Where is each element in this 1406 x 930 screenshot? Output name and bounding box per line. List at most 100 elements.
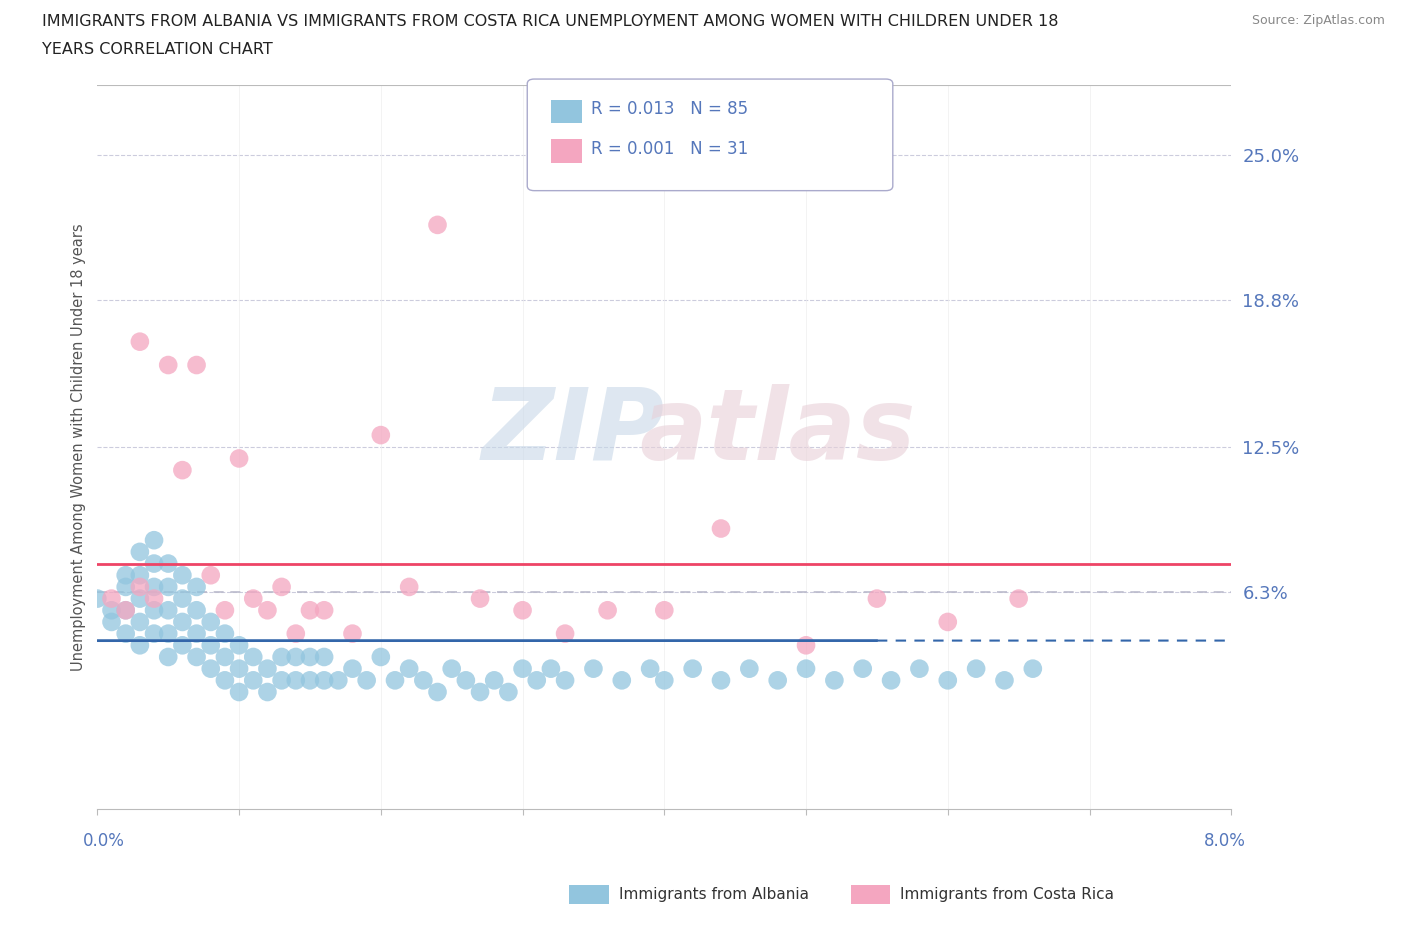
Point bbox=[710, 521, 733, 536]
Point bbox=[186, 603, 208, 618]
Point bbox=[86, 591, 108, 606]
Point bbox=[398, 661, 420, 676]
Point bbox=[426, 684, 449, 699]
Point bbox=[128, 334, 150, 349]
Point bbox=[823, 673, 845, 688]
Point bbox=[498, 684, 520, 699]
Point bbox=[652, 603, 675, 618]
Point bbox=[143, 579, 166, 594]
Point bbox=[582, 661, 605, 676]
Point bbox=[766, 673, 789, 688]
Point bbox=[454, 673, 477, 688]
Point bbox=[172, 638, 194, 653]
Point bbox=[114, 603, 136, 618]
Point bbox=[143, 556, 166, 571]
Point bbox=[936, 615, 959, 630]
Point bbox=[157, 579, 180, 594]
Point bbox=[610, 673, 633, 688]
Point bbox=[256, 603, 278, 618]
Point bbox=[228, 638, 250, 653]
Point bbox=[638, 661, 661, 676]
Text: atlas: atlas bbox=[640, 384, 915, 481]
Point bbox=[370, 428, 392, 443]
Point bbox=[554, 626, 576, 641]
Point bbox=[1022, 661, 1045, 676]
Point bbox=[157, 649, 180, 664]
Point bbox=[370, 649, 392, 664]
Point bbox=[157, 556, 180, 571]
Point bbox=[242, 591, 264, 606]
Point bbox=[426, 218, 449, 232]
Point bbox=[242, 673, 264, 688]
Point bbox=[270, 673, 292, 688]
Point bbox=[298, 603, 321, 618]
Point bbox=[284, 673, 307, 688]
Text: R = 0.013   N = 85: R = 0.013 N = 85 bbox=[591, 100, 748, 118]
Point bbox=[256, 661, 278, 676]
Point bbox=[993, 673, 1015, 688]
Point bbox=[908, 661, 931, 676]
Point bbox=[270, 649, 292, 664]
Point bbox=[314, 603, 336, 618]
Point bbox=[186, 358, 208, 373]
Point bbox=[880, 673, 903, 688]
Point bbox=[228, 661, 250, 676]
Point bbox=[228, 451, 250, 466]
Point bbox=[256, 684, 278, 699]
Text: R = 0.001   N = 31: R = 0.001 N = 31 bbox=[591, 140, 748, 158]
Point bbox=[468, 684, 491, 699]
Point bbox=[128, 568, 150, 583]
Point bbox=[284, 626, 307, 641]
Point bbox=[114, 579, 136, 594]
Point bbox=[214, 626, 236, 641]
Text: Immigrants from Costa Rica: Immigrants from Costa Rica bbox=[900, 887, 1114, 902]
Point bbox=[682, 661, 704, 676]
Point bbox=[114, 568, 136, 583]
Point bbox=[100, 603, 122, 618]
Point bbox=[738, 661, 761, 676]
Point bbox=[270, 579, 292, 594]
Point bbox=[143, 591, 166, 606]
Text: 8.0%: 8.0% bbox=[1204, 832, 1246, 850]
Point bbox=[186, 579, 208, 594]
Point bbox=[794, 661, 817, 676]
Text: Source: ZipAtlas.com: Source: ZipAtlas.com bbox=[1251, 14, 1385, 27]
Point bbox=[328, 673, 350, 688]
Text: Immigrants from Albania: Immigrants from Albania bbox=[619, 887, 808, 902]
Point bbox=[172, 568, 194, 583]
Point bbox=[186, 626, 208, 641]
Point bbox=[440, 661, 463, 676]
Point bbox=[342, 626, 364, 641]
Point bbox=[128, 591, 150, 606]
Point bbox=[965, 661, 987, 676]
Point bbox=[200, 661, 222, 676]
Point bbox=[143, 533, 166, 548]
Point bbox=[200, 615, 222, 630]
Point bbox=[342, 661, 364, 676]
Point bbox=[157, 626, 180, 641]
Point bbox=[228, 684, 250, 699]
Point bbox=[512, 603, 534, 618]
Text: IMMIGRANTS FROM ALBANIA VS IMMIGRANTS FROM COSTA RICA UNEMPLOYMENT AMONG WOMEN W: IMMIGRANTS FROM ALBANIA VS IMMIGRANTS FR… bbox=[42, 14, 1059, 29]
Text: ZIP: ZIP bbox=[482, 384, 665, 481]
Point bbox=[214, 603, 236, 618]
Point bbox=[866, 591, 889, 606]
Point bbox=[157, 603, 180, 618]
Point bbox=[484, 673, 506, 688]
Text: YEARS CORRELATION CHART: YEARS CORRELATION CHART bbox=[42, 42, 273, 57]
Point bbox=[284, 649, 307, 664]
Point bbox=[398, 579, 420, 594]
Point bbox=[128, 544, 150, 559]
Point bbox=[143, 603, 166, 618]
Point bbox=[128, 615, 150, 630]
Point bbox=[172, 463, 194, 478]
Point bbox=[852, 661, 875, 676]
Point bbox=[128, 638, 150, 653]
Point bbox=[114, 603, 136, 618]
Point bbox=[526, 673, 548, 688]
Point bbox=[298, 649, 321, 664]
Point bbox=[794, 638, 817, 653]
Y-axis label: Unemployment Among Women with Children Under 18 years: Unemployment Among Women with Children U… bbox=[72, 223, 86, 671]
Point bbox=[200, 568, 222, 583]
Point bbox=[1007, 591, 1029, 606]
